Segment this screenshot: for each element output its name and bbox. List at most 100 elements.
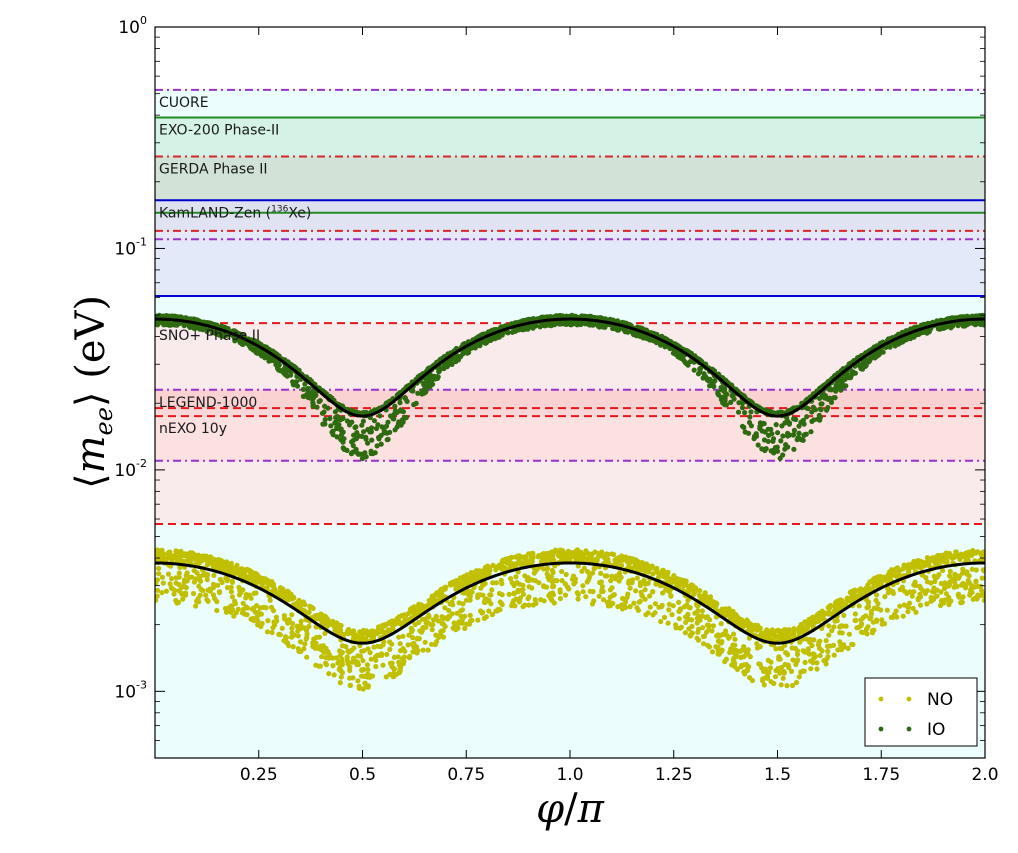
point-NO [732,636,738,642]
point-NO [791,629,797,635]
point-NO [647,563,653,570]
point-IO [748,423,755,429]
point-NO [425,647,431,653]
point-NO [386,628,393,635]
point-IO [370,450,376,457]
point-NO [176,574,182,580]
point-IO [415,390,421,396]
point-NO [890,589,896,595]
point-NO [737,648,743,655]
point-NO [960,566,966,572]
point-NO [156,565,162,572]
point-NO [687,583,693,589]
point-IO [760,420,767,426]
point-NO [331,672,337,678]
point-IO [376,434,382,441]
point-NO [214,607,220,614]
point-NO [700,641,707,647]
point-NO [433,632,439,638]
point-NO [715,632,721,638]
point-NO [900,613,906,619]
point-NO [517,595,524,601]
point-NO [970,547,976,554]
point-NO [482,599,488,606]
point-NO [254,614,260,620]
point-NO [683,619,689,626]
point-NO [289,620,296,627]
point-NO [387,646,393,653]
point-IO [850,369,856,375]
point-IO [576,320,582,327]
point-NO [389,660,395,666]
point-NO [446,607,452,614]
point-NO [511,583,517,589]
point-NO [923,575,929,581]
point-NO [338,622,344,629]
point-NO [689,630,696,636]
point-NO [375,643,381,649]
point-NO [155,597,159,603]
point-NO [520,591,527,597]
point-NO [169,557,175,563]
point-NO [367,674,373,680]
series-points-NO [155,547,985,692]
point-NO [775,627,782,633]
point-IO [753,431,759,437]
point-NO [410,635,416,641]
point-NO [775,665,781,672]
point-NO [598,579,605,585]
point-NO [718,640,724,646]
point-NO [575,596,581,602]
point-NO [747,626,753,632]
point-NO [399,656,405,662]
point-IO [903,337,910,343]
point-IO [775,448,781,454]
point-NO [279,625,285,631]
point-IO [796,430,802,436]
point-NO [794,679,800,686]
point-NO [856,603,862,609]
point-NO [788,668,795,675]
point-NO [513,596,519,602]
point-IO [722,402,728,408]
point-NO [647,593,653,599]
point-NO [295,633,301,639]
point-NO [559,568,565,575]
point-NO [796,674,802,680]
point-NO [297,600,303,606]
band-fill-3 [155,200,985,296]
point-IO [397,400,403,406]
point-NO [743,668,749,674]
point-NO [210,581,217,588]
point-IO [385,419,391,425]
point-NO [397,663,403,669]
point-NO [500,557,506,564]
point-NO [550,592,557,598]
point-NO [264,579,270,585]
point-IO [673,351,679,358]
point-NO [442,615,448,621]
point-IO [838,387,844,393]
point-NO [156,553,162,559]
point-NO [378,629,384,635]
point-NO [969,589,975,596]
point-NO [963,556,969,562]
point-IO [319,410,326,416]
point-NO [615,604,621,610]
point-NO [436,589,442,596]
point-NO [545,550,551,556]
point-IO [388,413,394,419]
point-IO [453,358,459,365]
point-NO [629,578,635,584]
point-NO [873,597,879,604]
point-NO [250,578,257,584]
point-NO [513,574,519,580]
point-IO [766,432,772,438]
point-NO [228,584,234,590]
point-NO [808,637,815,643]
point-NO [856,624,863,630]
point-NO [269,580,275,586]
point-IO [392,403,398,409]
point-NO [808,658,814,664]
point-IO [166,322,172,328]
